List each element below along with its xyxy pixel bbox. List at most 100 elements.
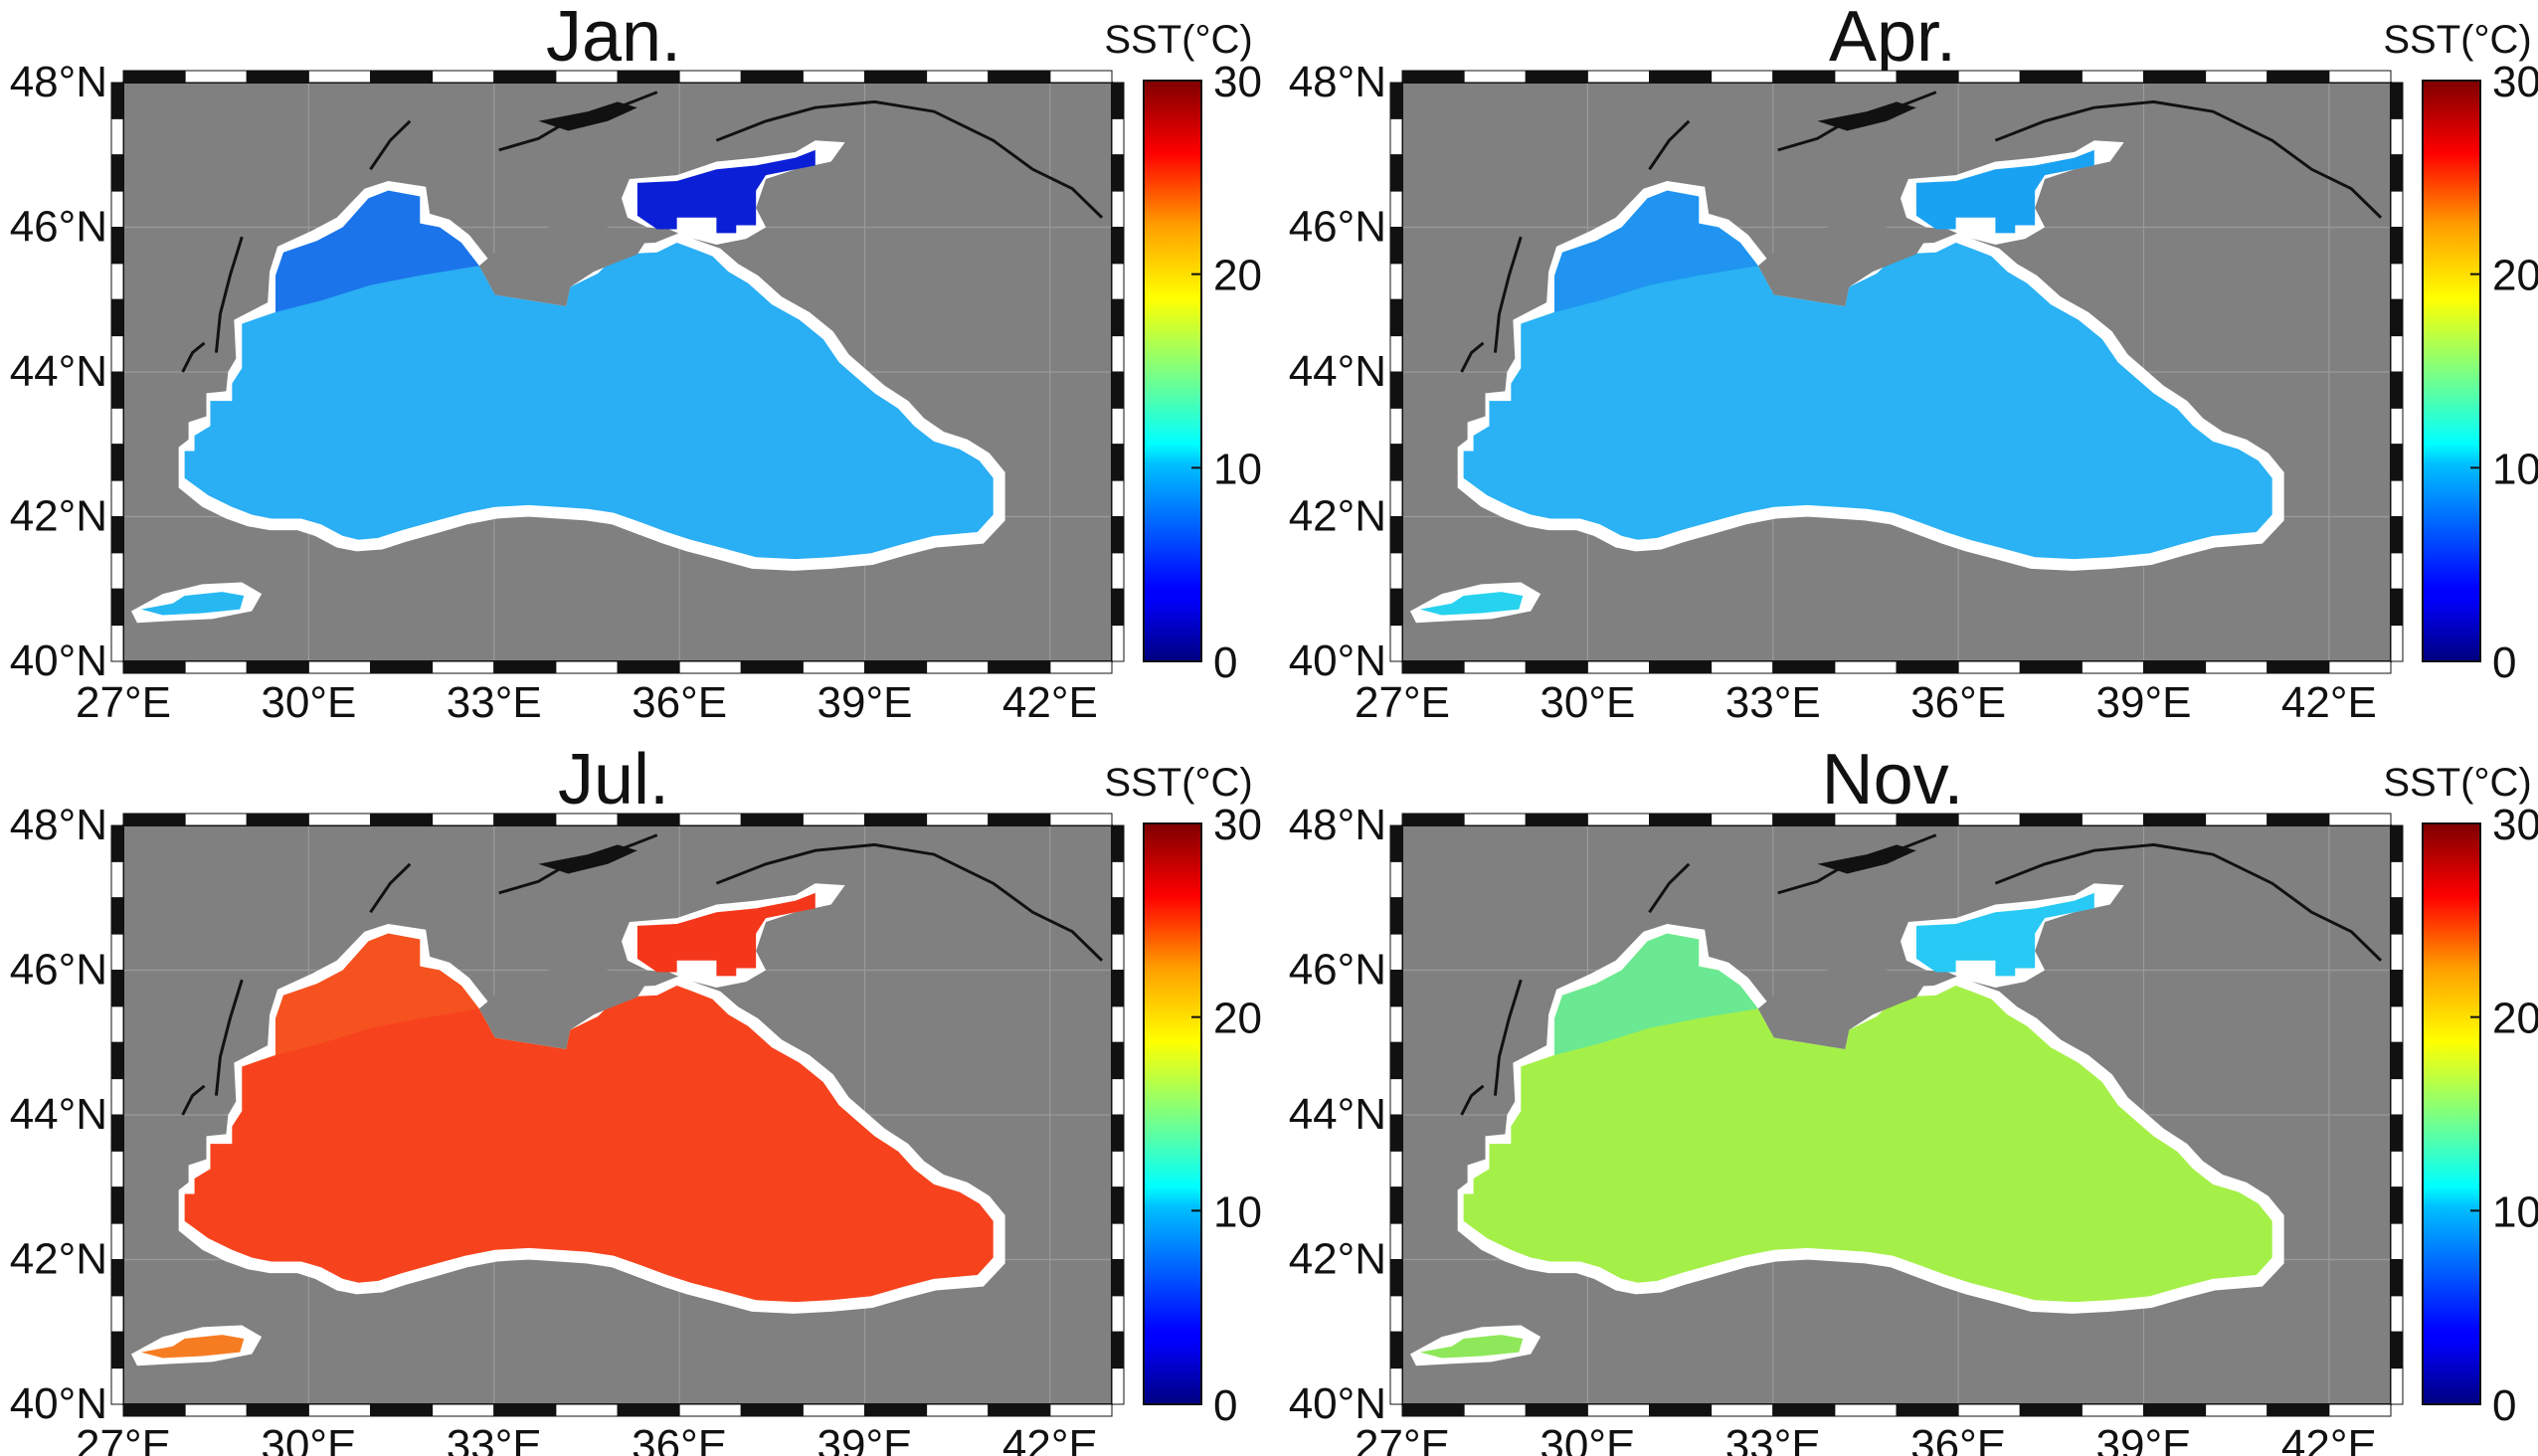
river-line — [181, 1084, 206, 1116]
frame-segment — [2390, 1331, 2404, 1369]
frame-segment — [1389, 588, 1403, 627]
frame-segment — [678, 813, 742, 826]
frame-segment — [1957, 70, 2021, 84]
frame-segment — [1896, 660, 1959, 674]
frame-segment — [1896, 1403, 1959, 1417]
frame-segment — [1834, 813, 1898, 826]
frame-segment — [2019, 70, 2083, 84]
frame-segment — [1111, 479, 1125, 517]
map-area — [110, 813, 1125, 1417]
frame-segment — [122, 70, 186, 84]
frame-segment — [2390, 1259, 2404, 1297]
frame-segment — [110, 1078, 124, 1116]
frame-segment — [110, 298, 124, 337]
lat-label: 44°N — [10, 1090, 107, 1139]
frame-segment — [617, 813, 680, 826]
river-line — [214, 236, 244, 353]
frame-segment — [1111, 227, 1125, 265]
sea-sst-field — [1463, 933, 2272, 1303]
frame-segment — [2390, 933, 2404, 971]
crimea-land — [478, 219, 647, 307]
lon-label: 42°E — [1002, 678, 1098, 727]
frame-segment — [1111, 588, 1125, 627]
river-line — [1994, 842, 2383, 962]
panel-title: Apr. — [1829, 0, 1956, 77]
frame-segment — [1649, 70, 1713, 84]
frame-segment — [2390, 335, 2404, 373]
frame-segment — [1389, 227, 1403, 265]
lon-label: 30°E — [261, 678, 356, 727]
frame-segment — [110, 1186, 124, 1224]
northwest-shelf-sst — [275, 190, 479, 312]
map-geometry — [130, 833, 1104, 1366]
frame-segment — [110, 1331, 124, 1369]
river-line — [1994, 99, 2383, 219]
river-line — [1460, 341, 1485, 373]
colorbar-tick-label: 20 — [2492, 995, 2538, 1043]
frame-segment — [1389, 154, 1403, 192]
frame-segment — [1111, 154, 1125, 192]
lon-label: 36°E — [1910, 1421, 2006, 1456]
river-line — [715, 842, 1104, 962]
frame-segment — [370, 813, 434, 826]
colorbar-tick-label: 30 — [1213, 58, 1262, 106]
lon-label: 27°E — [76, 678, 171, 727]
frame-segment — [1111, 933, 1125, 971]
frame-segment — [1049, 1403, 1113, 1417]
frame-segment — [1834, 70, 1898, 84]
frame-segment — [1389, 444, 1403, 481]
frame-segment — [2390, 1078, 2404, 1116]
frame-segment — [740, 660, 804, 674]
azov-sea-sst — [636, 892, 816, 977]
colorbar-tick-label: 20 — [1213, 995, 1262, 1043]
reservoir-shape — [1817, 844, 1916, 874]
map-area — [1389, 813, 2404, 1417]
colorbar: SST(°C)30 20 10 0 — [2383, 761, 2538, 1430]
frame-segment — [246, 1403, 309, 1417]
frame-segment — [1772, 1403, 1836, 1417]
colorbar-title: SST(°C) — [2383, 18, 2531, 62]
frame-segment — [110, 625, 124, 662]
frame-segment — [1896, 70, 1959, 84]
frame-segment — [2390, 588, 2404, 627]
frame-segment — [1649, 1403, 1713, 1417]
frame-segment — [110, 1367, 124, 1405]
lon-label: 33°E — [1725, 1421, 1821, 1456]
frame-segment — [122, 813, 186, 826]
lat-label: 40°N — [10, 1379, 107, 1428]
frame-segment — [1389, 1005, 1403, 1043]
frame-segment — [1111, 263, 1125, 300]
frame-segment — [2390, 263, 2404, 300]
map-geometry — [1409, 833, 2383, 1366]
frame-segment — [1525, 1403, 1588, 1417]
lat-label: 40°N — [10, 637, 107, 685]
frame-segment — [802, 1403, 865, 1417]
frame-segment — [1586, 1403, 1650, 1417]
reservoir-shape — [538, 844, 637, 874]
frame-segment — [370, 70, 434, 84]
frame-segment — [307, 1403, 371, 1417]
frame-segment — [1389, 479, 1403, 517]
frame-segment — [2390, 1222, 2404, 1260]
marmara-sea-sst — [140, 1335, 245, 1359]
frame-segment — [617, 1403, 680, 1417]
frame-segment — [555, 70, 619, 84]
frame-segment — [1111, 1259, 1125, 1297]
frame-segment — [1711, 813, 1774, 826]
frame-segment — [1111, 1114, 1125, 1152]
frame-segment — [1111, 1150, 1125, 1188]
frame-segment — [1401, 660, 1465, 674]
map-panel-jul: Jul. 48°N 46°N 44°N 42°N 40°N27°E 30°E 33°E 36°E… — [10, 740, 1262, 1456]
frame-segment — [307, 70, 371, 84]
frame-segment — [2081, 813, 2144, 826]
frame-segment — [2390, 1041, 2404, 1080]
lon-label: 36°E — [1910, 678, 2006, 727]
lon-label: 36°E — [632, 678, 727, 727]
frame-segment — [1049, 813, 1113, 826]
frame-segment — [493, 813, 557, 826]
colorbar-gradient — [1143, 80, 1202, 662]
frame-segment — [1389, 970, 1403, 1007]
lon-label: 27°E — [1355, 678, 1450, 727]
frame-segment — [110, 824, 124, 862]
frame-segment — [110, 263, 124, 300]
